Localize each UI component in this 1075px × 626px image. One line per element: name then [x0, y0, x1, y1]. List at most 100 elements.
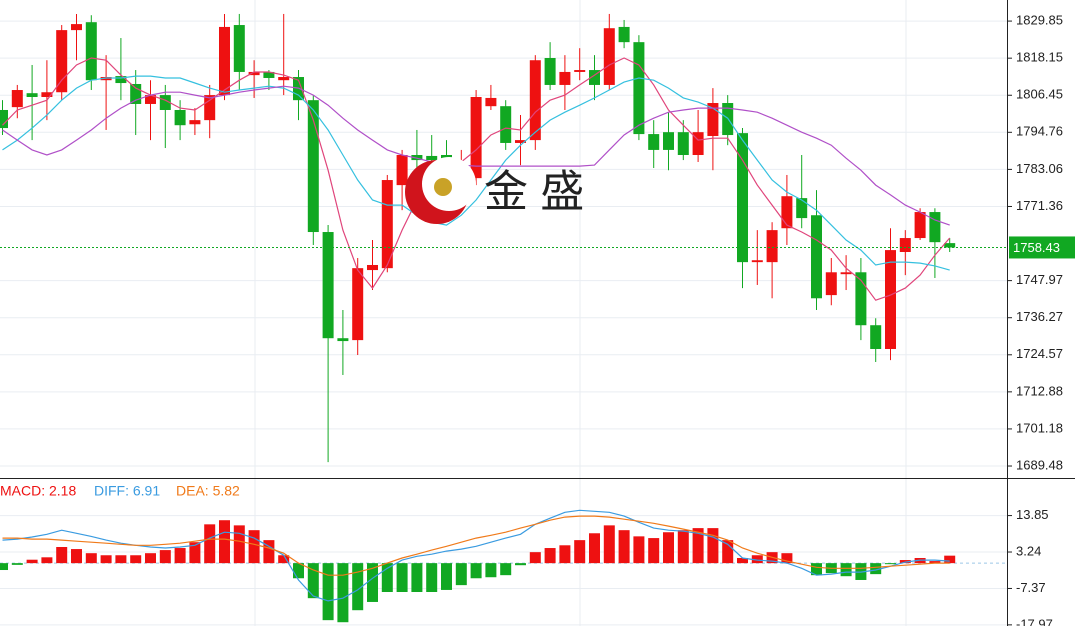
- macd-bar: [263, 540, 275, 564]
- macd-line: [2, 509, 950, 602]
- indicator-label: DIFF: 6.91: [94, 483, 160, 499]
- candle-body: [367, 264, 378, 271]
- macd-bar: [381, 563, 393, 592]
- indicator-label: MACD: 2.18: [0, 483, 76, 499]
- candle-body: [263, 71, 275, 78]
- macd-bar: [411, 563, 423, 592]
- candle-body: [855, 272, 867, 326]
- macd-bar: [189, 542, 201, 564]
- y-tick-label: 1724.57: [1016, 346, 1063, 361]
- candle-body: [663, 132, 674, 150]
- macd-bar: [455, 563, 467, 586]
- macd-bar: [485, 563, 497, 578]
- candle-body: [248, 71, 260, 76]
- candle-body: [278, 77, 290, 81]
- y-tick-label: -17.97: [1016, 616, 1053, 626]
- macd-bar: [722, 540, 734, 564]
- candle-body: [692, 132, 704, 156]
- macd-bar: [426, 563, 438, 592]
- logo-coin: [434, 178, 452, 196]
- y-tick-label: 1712.88: [1016, 383, 1063, 398]
- candle-body: [11, 90, 23, 108]
- macd-bar: [811, 563, 822, 576]
- candle-body: [426, 155, 438, 161]
- y-tick-label: 3.24: [1016, 543, 1041, 558]
- candle-body: [885, 250, 896, 349]
- macd-bar: [648, 538, 660, 564]
- candle-body: [515, 140, 526, 143]
- candle-body: [145, 95, 156, 104]
- candle-body: [914, 212, 926, 239]
- macd-bar: [470, 563, 482, 579]
- y-tick-label: 1783.06: [1016, 161, 1063, 176]
- macd-bar: [618, 530, 630, 564]
- candle-body: [766, 230, 778, 263]
- macd-bar: [85, 553, 97, 564]
- macd-bar: [174, 548, 186, 564]
- y-tick-label: 1829.85: [1016, 13, 1063, 28]
- candle-body: [115, 76, 127, 84]
- candle-body: [559, 71, 571, 85]
- macd-bar: [26, 559, 38, 564]
- candle-body: [944, 243, 956, 248]
- candle-body: [130, 83, 142, 104]
- candle-body: [396, 155, 408, 186]
- macd-bar: [574, 540, 586, 564]
- candle-body: [870, 325, 882, 349]
- macd-bar: [751, 555, 763, 564]
- candle-body: [529, 60, 541, 141]
- last-price-label: 1758.43: [1013, 240, 1060, 255]
- macd-bar: [322, 563, 334, 621]
- macd-bar: [500, 563, 512, 576]
- candle-body: [470, 96, 482, 179]
- candle-body: [899, 238, 911, 252]
- candle-body: [411, 155, 423, 161]
- candle-body: [337, 338, 349, 342]
- candle-body: [189, 120, 201, 125]
- macd-bar: [204, 524, 216, 564]
- macd-bar: [130, 555, 142, 564]
- candle-body: [633, 42, 645, 135]
- macd-bar: [692, 528, 704, 564]
- y-tick-label: 13.85: [1016, 507, 1049, 522]
- candle-body: [174, 109, 186, 126]
- macd-bar: [145, 553, 156, 564]
- candle-body: [233, 25, 245, 72]
- candle-body: [352, 268, 364, 341]
- macd-bar: [367, 563, 378, 602]
- candle-body: [677, 132, 689, 156]
- y-tick-label: 1818.15: [1016, 50, 1063, 65]
- watermark-logo: 金 盛: [405, 157, 584, 224]
- y-tick-label: 1771.36: [1016, 198, 1063, 213]
- macd-bar: [100, 555, 112, 564]
- candle-body: [781, 196, 793, 229]
- macd-bar: [248, 530, 260, 564]
- candle-body: [322, 232, 334, 339]
- y-tick-label: 1806.45: [1016, 87, 1063, 102]
- candle-body: [204, 95, 216, 121]
- macd-bar: [41, 557, 53, 564]
- candle-body: [71, 24, 82, 31]
- macd-bar: [219, 520, 230, 564]
- macd-bar: [337, 563, 349, 623]
- macd-bar: [515, 563, 526, 566]
- y-tick-label: 1794.76: [1016, 124, 1063, 139]
- macd-bar: [663, 532, 674, 564]
- candle-body: [737, 133, 748, 263]
- macd-bar: [559, 545, 571, 564]
- macd-bar: [0, 563, 8, 571]
- candle-body: [929, 212, 941, 243]
- candle-body: [840, 272, 852, 275]
- candle-body: [574, 70, 586, 72]
- macd-bar: [707, 528, 719, 564]
- macd-bar: [944, 555, 956, 564]
- macd-bar: [293, 563, 304, 579]
- candle-body: [26, 93, 38, 97]
- macd-bar: [233, 525, 245, 564]
- y-tick-label: 1736.27: [1016, 309, 1063, 324]
- macd-bar: [885, 563, 896, 565]
- watermark-text: 金 盛: [484, 168, 584, 217]
- candle-body: [618, 26, 630, 43]
- macd-bar: [737, 557, 748, 564]
